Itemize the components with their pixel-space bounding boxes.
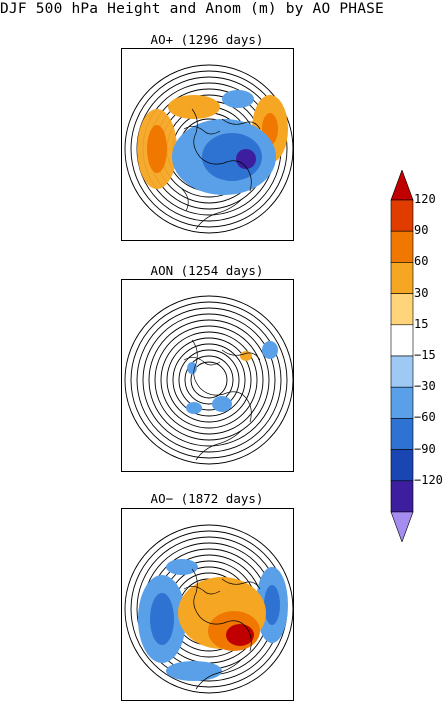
colorbar-segment [390,449,414,482]
panel-title-ao-minus: AO− (1872 days) [150,491,264,506]
colorbar-segment [390,262,414,294]
colorbar-tick-label: 90 [414,223,429,238]
colorbar-segment [390,386,414,419]
map-panel-ao-minus [121,508,294,701]
colorbar-tick-label: 15 [414,316,429,331]
colorbar-bottom-triangle [390,511,414,543]
colorbar-svg [390,169,414,543]
colorbar-tick-label: 60 [414,254,429,269]
polar-map-ao-neutral [124,295,293,465]
colorbar [390,169,414,546]
colorbar-tick-label: −120 [414,472,443,487]
colorbar-tick-label: 120 [414,192,436,206]
colorbar-segment [390,230,414,263]
colorbar-top-triangle [390,169,414,201]
colorbar-segment [390,418,414,450]
colorbar-segment [390,293,414,326]
colorbar-segment [390,324,414,357]
map-panel-ao-neutral [121,279,294,472]
colorbar-tick-label: −30 [414,379,436,394]
panel-title-ao-neutral: AON (1254 days) [150,263,264,278]
colorbar-tick-label: −60 [414,410,436,425]
map-panel-ao-plus [121,48,294,241]
colorbar-segment [390,355,414,388]
polar-map-ao-minus [124,524,293,694]
colorbar-segment [390,199,414,232]
colorbar-tick-label: −90 [414,441,436,456]
panel-title-ao-plus: AO+ (1296 days) [150,32,264,47]
figure-title: DJF 500 hPa Height and Anom (m) by AO PH… [0,1,384,17]
colorbar-tick-label: 30 [414,285,429,300]
colorbar-tick-label: −15 [414,348,436,362]
polar-map-ao-plus [124,64,293,234]
colorbar-segment [390,480,414,513]
